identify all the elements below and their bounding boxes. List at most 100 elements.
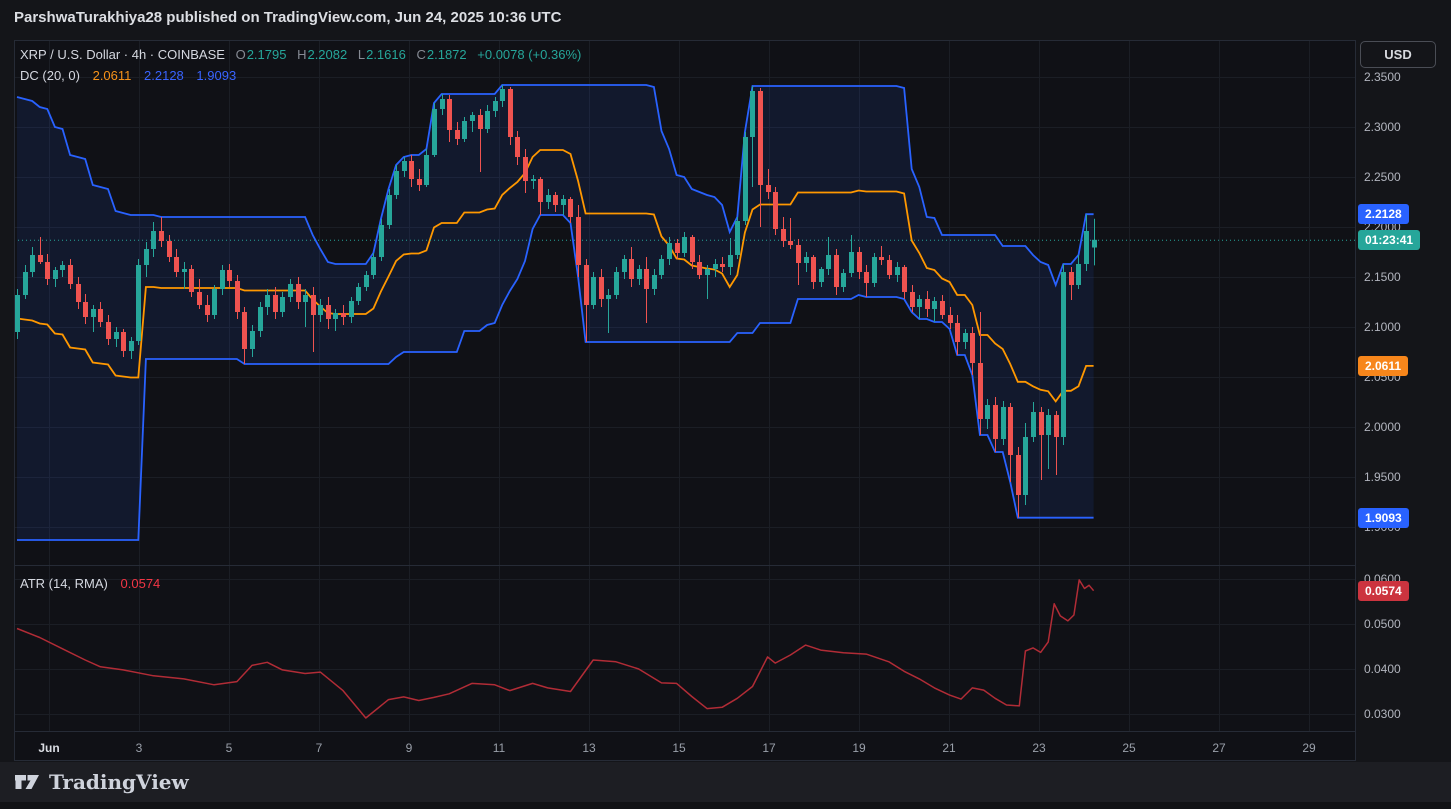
candle-body: [424, 155, 429, 185]
time-tick-label: Jun: [38, 741, 59, 755]
candle-body: [849, 252, 854, 273]
candle-body: [296, 284, 301, 302]
candle-body: [864, 272, 869, 283]
currency-button[interactable]: USD: [1360, 41, 1436, 68]
axis-tick-label: 0.0400: [1364, 662, 1401, 676]
candle-body: [364, 275, 369, 287]
donchian-basis-line: [16, 149, 1094, 403]
candle-body: [963, 333, 968, 342]
candle-body: [1054, 415, 1059, 437]
close-label: C: [416, 47, 426, 62]
candle-body: [167, 241, 172, 257]
candle-body: [758, 91, 763, 185]
candlestick-chart: Jun 3 5 7 9 11 13 15 17 19 21 23 25 27 29: [14, 40, 1356, 761]
candle-body: [546, 195, 551, 202]
axis-tick-label: 0.0500: [1364, 617, 1401, 631]
time-tick-label: 25: [1122, 741, 1136, 755]
candle-body: [15, 295, 20, 332]
candle-body: [288, 284, 293, 297]
donchian-basis-value: 2.0611: [92, 68, 132, 83]
candle-body: [591, 277, 596, 305]
candle-body: [68, 265, 73, 284]
candle-body: [189, 269, 194, 292]
pane-background: [14, 40, 1356, 761]
candle-body: [379, 225, 384, 257]
candle-body: [788, 241, 793, 245]
time-tick-label: 5: [226, 741, 233, 755]
candle-body: [98, 309, 103, 322]
candle-body: [743, 137, 748, 221]
candle-body: [523, 157, 528, 181]
candle-body: [948, 315, 953, 323]
candle-body: [652, 275, 657, 289]
candle-body: [606, 295, 611, 299]
candle-body: [568, 199, 573, 217]
time-tick-label: 27: [1212, 741, 1226, 755]
donchian-lower-line: [17, 214, 1094, 541]
candle-body: [440, 99, 445, 109]
symbol-legend: XRP / U.S. Dollar · 4h · COINBASE O2.179…: [20, 47, 581, 62]
high-label: H: [297, 47, 307, 62]
candle-body: [136, 265, 141, 341]
candle-body: [841, 273, 846, 287]
candle-body: [1046, 415, 1051, 435]
axis-badge: 0.0574: [1358, 580, 1409, 601]
donchian-title: DC (20, 0): [20, 68, 80, 83]
candle-body: [697, 262, 702, 275]
candle-body: [311, 295, 316, 315]
candle-body: [212, 289, 217, 315]
candle-body: [887, 260, 892, 275]
time-axis[interactable]: Jun 3 5 7 9 11 13 15 17 19 21 23 25 27 29: [38, 741, 1316, 755]
candle-body: [629, 259, 634, 279]
donchian-lower-value: 1.9093: [196, 68, 237, 83]
time-tick-label: 7: [316, 741, 323, 755]
candle-body: [895, 267, 900, 275]
candle-body: [273, 295, 278, 312]
candle-body: [940, 301, 945, 315]
candle-body: [303, 295, 308, 302]
candle-body: [45, 262, 50, 279]
candle-body: [197, 292, 202, 305]
candle-body: [1039, 412, 1044, 435]
candle-body: [553, 195, 558, 205]
donchian-channel: [16, 84, 1094, 541]
donchian-fill: [17, 85, 1094, 540]
candle-body: [447, 99, 452, 130]
candle-body: [326, 305, 331, 319]
candle-body: [1001, 407, 1006, 439]
candle-body: [242, 312, 247, 349]
candle-body: [341, 313, 346, 317]
candle-body: [955, 323, 960, 342]
atr-value: 0.0574: [120, 576, 161, 591]
candle-body: [1008, 407, 1013, 455]
candle-body: [121, 332, 126, 351]
candle-body: [720, 264, 725, 267]
candle-body: [826, 255, 831, 269]
candle-body: [318, 305, 323, 315]
candle-body: [1084, 231, 1089, 264]
candle-body: [23, 272, 28, 295]
chart-frame: [14, 40, 1356, 761]
change-value: +0.0078 (+0.36%): [477, 47, 582, 62]
candle-body: [174, 257, 179, 272]
candle-body: [970, 333, 975, 363]
time-tick-label: 21: [942, 741, 956, 755]
candle-body: [925, 299, 930, 309]
axis-tick-label: 2.3000: [1364, 120, 1401, 134]
candle-body: [485, 111, 490, 129]
candle-body: [356, 287, 361, 301]
candle-body: [766, 185, 771, 192]
candle-body: [38, 255, 43, 262]
candle-body: [637, 269, 642, 279]
candle-body: [455, 130, 460, 139]
candle-body: [796, 245, 801, 263]
candle-body: [60, 265, 65, 270]
axis-badge: 2.0611: [1358, 355, 1409, 376]
candle-body: [561, 199, 566, 205]
candle-body: [985, 405, 990, 419]
candle-body: [462, 121, 467, 139]
footer: TradingView: [0, 762, 1451, 802]
candle-body: [1061, 272, 1066, 437]
candle-body: [508, 89, 513, 137]
